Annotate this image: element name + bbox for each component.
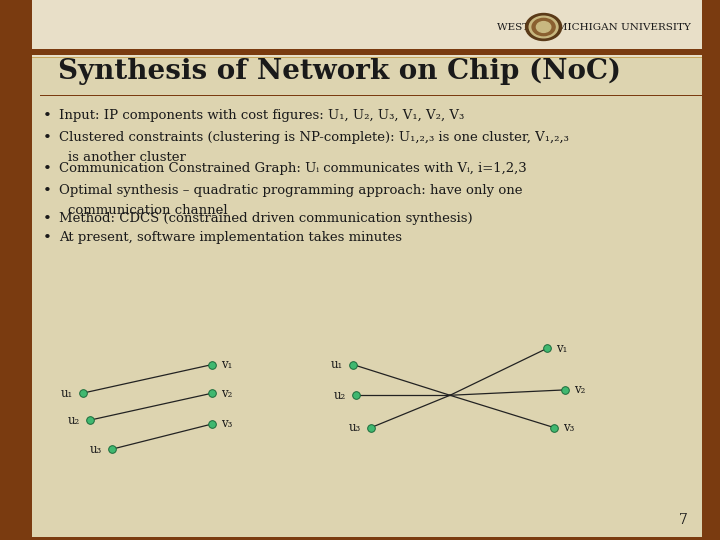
Text: •: • <box>42 131 51 145</box>
Text: v₂: v₂ <box>221 387 233 400</box>
Text: Clustered constraints (clustering is NP-complete): U₁,₂,₃ is one cluster, V₁,₂,₃: Clustered constraints (clustering is NP-… <box>59 131 569 144</box>
Text: v₃: v₃ <box>563 421 575 434</box>
Text: v₃: v₃ <box>221 417 233 430</box>
Text: u₃: u₃ <box>89 443 102 456</box>
Text: 7: 7 <box>679 512 688 526</box>
Text: •: • <box>42 212 51 226</box>
Circle shape <box>526 14 562 40</box>
Text: u₁: u₁ <box>330 358 343 371</box>
Text: is another cluster: is another cluster <box>68 151 186 164</box>
Bar <box>0 0 32 540</box>
Bar <box>40 94 702 96</box>
Circle shape <box>536 22 551 32</box>
Text: WESTERN MICHIGAN UNIVERSITY: WESTERN MICHIGAN UNIVERSITY <box>498 23 691 31</box>
Text: Communication Constrained Graph: Uᵢ communicates with Vᵢ, i=1,2,3: Communication Constrained Graph: Uᵢ comm… <box>59 162 527 175</box>
Text: Input: IP components with cost figures: U₁, U₂, U₃, V₁, V₂, V₃: Input: IP components with cost figures: … <box>59 109 464 122</box>
Text: Synthesis of Network on Chip (NoC): Synthesis of Network on Chip (NoC) <box>58 58 621 85</box>
Text: •: • <box>42 162 51 176</box>
Text: u₁: u₁ <box>60 387 73 400</box>
Text: Optimal synthesis – quadratic programming approach: have only one: Optimal synthesis – quadratic programmin… <box>59 184 523 197</box>
Bar <box>32 49 720 51</box>
Text: u₂: u₂ <box>334 389 346 402</box>
Text: v₁: v₁ <box>556 342 567 355</box>
Text: •: • <box>42 109 51 123</box>
Text: •: • <box>42 184 51 198</box>
Bar <box>702 0 720 540</box>
Text: •: • <box>42 231 51 245</box>
Text: communication channel: communication channel <box>68 204 228 217</box>
Circle shape <box>532 18 555 36</box>
Text: v₂: v₂ <box>574 383 585 396</box>
Bar <box>32 51 702 55</box>
Text: u₃: u₃ <box>348 421 361 434</box>
Text: Method: CDCS (constrained driven communication synthesis): Method: CDCS (constrained driven communi… <box>59 212 472 225</box>
Bar <box>32 58 702 537</box>
Text: v₁: v₁ <box>221 358 233 371</box>
Circle shape <box>529 16 558 38</box>
Bar <box>32 537 720 540</box>
Text: u₂: u₂ <box>68 414 80 427</box>
Text: At present, software implementation takes minutes: At present, software implementation take… <box>59 231 402 244</box>
Bar <box>32 57 702 58</box>
